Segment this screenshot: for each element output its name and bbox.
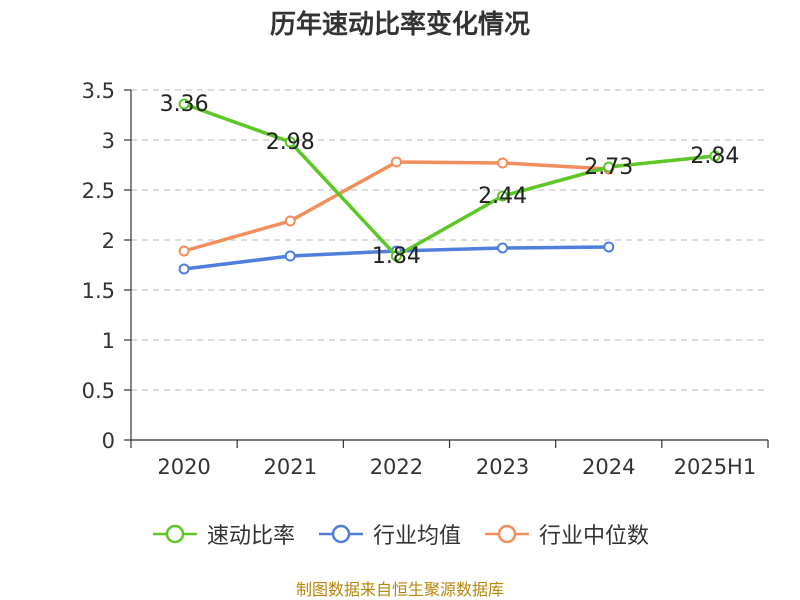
data-point xyxy=(178,263,190,275)
legend: 速动比率 行业均值 行业中位数 xyxy=(0,518,800,550)
y-tick-label: 2 xyxy=(102,229,115,253)
data-label: 1.84 xyxy=(372,244,421,269)
legend-label: 行业中位数 xyxy=(539,524,650,549)
data-point xyxy=(390,156,402,168)
data-labels: 3.36 2.98 1.84 2.44 2.73 2.84 xyxy=(160,92,740,269)
legend-marker-icon xyxy=(152,524,197,544)
y-tick-label: 0 xyxy=(102,429,115,453)
data-point xyxy=(497,157,509,169)
data-label: 3.36 xyxy=(160,92,209,117)
y-tick-label: 1 xyxy=(102,329,115,353)
data-label: 2.84 xyxy=(690,144,739,169)
data-label: 2.44 xyxy=(478,184,527,209)
x-tick-label: 2025H1 xyxy=(674,455,757,479)
x-tick-label: 2023 xyxy=(476,455,529,479)
data-point xyxy=(497,190,509,202)
legend-label: 行业均值 xyxy=(372,524,461,549)
data-point xyxy=(284,136,296,148)
data-point xyxy=(178,245,190,257)
data-point xyxy=(603,161,615,173)
grid-lines xyxy=(131,89,768,391)
x-tick-label: 2024 xyxy=(582,455,635,479)
x-tick-label: 2021 xyxy=(264,455,317,479)
data-point xyxy=(284,215,296,227)
legend-marker-icon xyxy=(318,524,363,544)
data-point xyxy=(284,250,296,262)
axes: 0 0.5 1 1.5 2 2.5 3 3.5 2020 2021 2022 2023 2024 2025… xyxy=(82,79,769,479)
legend-item-industry-median[interactable]: 行业中位数 xyxy=(483,518,649,550)
legend-item-industry-mean[interactable]: 行业均值 xyxy=(317,518,461,550)
x-tick-label: 2022 xyxy=(370,455,423,479)
data-point xyxy=(178,98,190,110)
y-tick-label: 1.5 xyxy=(82,279,115,303)
data-point xyxy=(390,250,402,262)
data-point xyxy=(497,242,509,254)
y-tick-label: 3.5 xyxy=(82,79,115,103)
data-point xyxy=(603,241,615,253)
series-line xyxy=(183,102,716,258)
data-point xyxy=(709,150,721,162)
legend-item-quick-ratio[interactable]: 速动比率 xyxy=(151,518,295,550)
legend-label: 速动比率 xyxy=(206,524,295,549)
chart-title: 历年速动比率变化情况 xyxy=(269,10,530,40)
y-tick-label: 2.5 xyxy=(82,179,115,203)
x-tick-label: 2020 xyxy=(157,455,210,479)
y-tick-label: 3 xyxy=(102,129,115,153)
series-0 xyxy=(178,98,721,262)
series-2 xyxy=(178,156,615,257)
series-line xyxy=(183,160,609,253)
data-label: 2.73 xyxy=(584,155,633,180)
data-source-note: 制图数据来自恒生聚源数据库 xyxy=(295,580,504,599)
series-lines xyxy=(178,98,721,275)
legend-marker-icon xyxy=(485,524,529,544)
y-tick-label: 0.5 xyxy=(82,379,115,403)
data-label: 2.98 xyxy=(266,130,315,155)
